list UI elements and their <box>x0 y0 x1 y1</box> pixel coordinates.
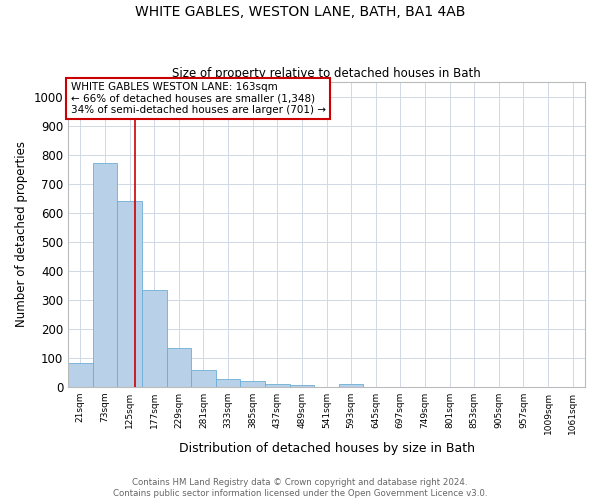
Bar <box>117 201 142 386</box>
Text: WHITE GABLES, WESTON LANE, BATH, BA1 4AB: WHITE GABLES, WESTON LANE, BATH, BA1 4AB <box>135 5 465 19</box>
Bar <box>167 348 191 387</box>
Bar <box>241 382 265 386</box>
Bar <box>216 380 241 386</box>
Y-axis label: Number of detached properties: Number of detached properties <box>15 142 28 328</box>
X-axis label: Distribution of detached houses by size in Bath: Distribution of detached houses by size … <box>179 442 475 455</box>
Text: Contains HM Land Registry data © Crown copyright and database right 2024.
Contai: Contains HM Land Registry data © Crown c… <box>113 478 487 498</box>
Bar <box>265 384 290 386</box>
Text: WHITE GABLES WESTON LANE: 163sqm
← 66% of detached houses are smaller (1,348)
34: WHITE GABLES WESTON LANE: 163sqm ← 66% o… <box>71 82 326 116</box>
Bar <box>191 370 216 386</box>
Title: Size of property relative to detached houses in Bath: Size of property relative to detached ho… <box>172 66 481 80</box>
Bar <box>339 384 364 386</box>
Bar <box>290 384 314 386</box>
Bar <box>142 290 167 386</box>
Bar <box>68 362 92 386</box>
Bar <box>92 164 117 386</box>
